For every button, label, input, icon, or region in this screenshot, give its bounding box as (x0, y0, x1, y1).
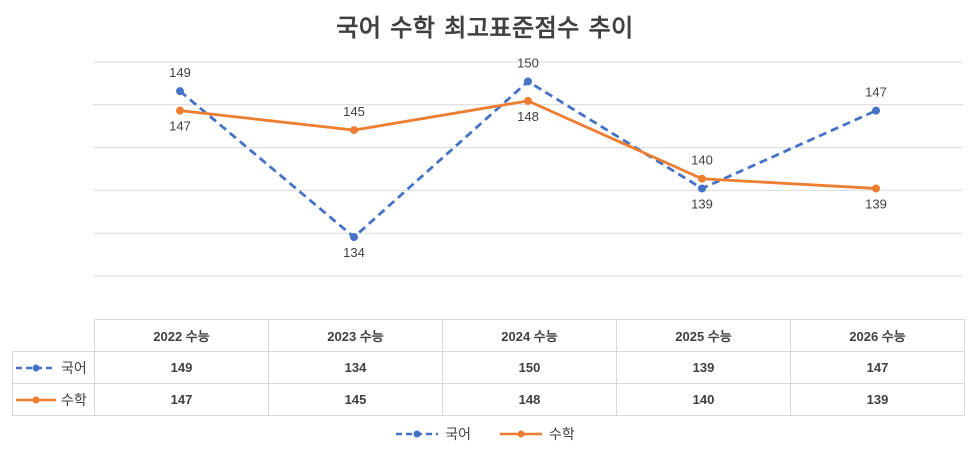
korean-series-key-icon (16, 364, 56, 371)
table-cell: 148 (442, 383, 617, 416)
table-row-key: 국어 (12, 351, 95, 384)
data-point-1 (872, 184, 880, 193)
table-header-cell: 2025 수능 (616, 319, 791, 352)
table-row-key: 수학 (12, 383, 95, 416)
data-point-0 (872, 106, 880, 115)
plot-area: 149 147 134 145 150 148 139 140 147 139 (93, 55, 963, 277)
table-cell: 140 (616, 383, 791, 416)
data-label: 139 (691, 196, 713, 211)
table-cell: 150 (442, 351, 617, 384)
data-label: 150 (517, 55, 539, 70)
table-header-cell: 2024 수능 (442, 319, 617, 352)
data-point-0 (176, 87, 184, 96)
table-row: 수학 147 145 148 140 139 (12, 383, 965, 416)
table-cell: 139 (616, 351, 791, 384)
table-row-label: 국어 (61, 360, 87, 377)
data-label: 147 (865, 85, 887, 100)
solid-line-marker-icon (500, 430, 542, 438)
data-point-0 (350, 233, 358, 242)
data-label: 145 (343, 104, 365, 119)
legend: 국어 수학 (0, 424, 970, 444)
legend-item-math[interactable]: 수학 (499, 424, 575, 444)
data-point-0 (524, 77, 532, 86)
data-point-1 (524, 96, 532, 105)
table-cell: 145 (268, 383, 443, 416)
table-cell: 149 (94, 351, 269, 384)
table-header-row: 2022 수능 2023 수능 2024 수능 2025 수능 2026 수능 (12, 319, 965, 352)
data-table: 2022 수능 2023 수능 2024 수능 2025 수능 2026 수능 … (12, 319, 965, 416)
table-header-cell: 2026 수능 (790, 319, 965, 352)
table-cell: 139 (790, 383, 965, 416)
table-row: 국어 149 134 150 139 147 (12, 351, 965, 384)
legend-label: 국어 (445, 427, 471, 443)
math-series-key-icon (16, 396, 56, 403)
data-point-0 (698, 184, 706, 193)
data-label: 140 (691, 153, 713, 168)
legend-label: 수학 (549, 427, 575, 443)
table-cell: 134 (268, 351, 443, 384)
table-row-label: 수학 (61, 392, 87, 409)
data-label: 134 (343, 245, 365, 260)
data-label: 149 (169, 65, 191, 80)
table-cell: 147 (790, 351, 965, 384)
data-point-1 (350, 126, 358, 135)
legend-item-korean[interactable]: 국어 (395, 424, 471, 444)
table-cell: 147 (94, 383, 269, 416)
dashed-line-marker-icon (396, 430, 439, 438)
data-label: 147 (169, 119, 191, 134)
data-label: 148 (517, 109, 539, 124)
table-corner (12, 319, 95, 352)
data-point-1 (698, 174, 706, 183)
data-label: 139 (865, 196, 887, 211)
data-point-1 (176, 106, 184, 115)
table-header-cell: 2023 수능 (268, 319, 443, 352)
chart-title: 국어 수학 최고표준점수 추이 (336, 14, 634, 42)
table-header-cell: 2022 수능 (94, 319, 269, 352)
